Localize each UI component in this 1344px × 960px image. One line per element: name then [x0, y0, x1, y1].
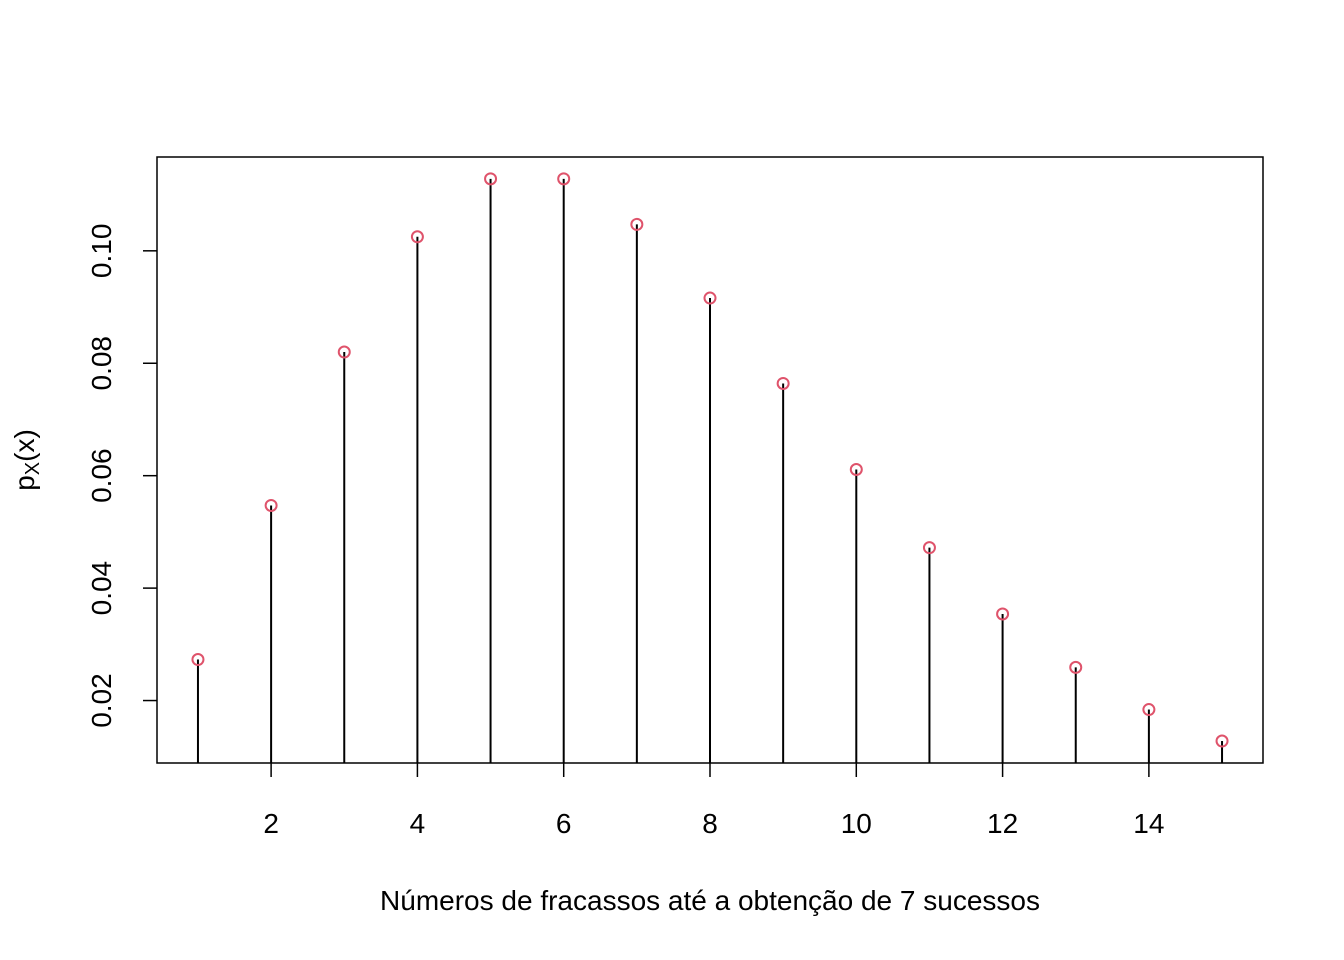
y-tick-label: 0.08 — [86, 336, 117, 391]
x-axis: 2 4 6 8 10 12 14 — [263, 763, 1164, 839]
data-point — [1069, 660, 1083, 674]
data-point — [264, 498, 278, 512]
x-tick-label: 2 — [263, 808, 279, 839]
data-point — [410, 230, 424, 244]
y-axis-label: pX(x) — [9, 429, 44, 491]
data-point — [191, 653, 205, 667]
data-point — [557, 172, 571, 186]
data-point — [630, 217, 644, 231]
stems-group — [196, 178, 1224, 763]
x-tick-label: 4 — [410, 808, 426, 839]
x-tick-label: 14 — [1133, 808, 1164, 839]
y-tick-label: 0.02 — [86, 673, 117, 728]
y-axis-label-base: p — [9, 475, 40, 491]
data-point — [1142, 703, 1156, 717]
y-axis-label-suffix: (x) — [9, 429, 40, 462]
data-point — [776, 376, 790, 390]
data-point — [703, 291, 717, 305]
y-tick-label: 0.10 — [86, 224, 117, 278]
x-tick-label: 12 — [987, 808, 1018, 839]
data-point — [484, 172, 498, 186]
data-point — [337, 345, 351, 359]
data-point — [1215, 734, 1229, 748]
x-tick-label: 10 — [841, 808, 872, 839]
y-axis: 0.02 0.04 0.06 0.08 0.10 — [86, 224, 157, 728]
data-point — [849, 463, 863, 477]
x-tick-label: 6 — [556, 808, 572, 839]
y-axis-label-subscript: X — [22, 462, 44, 475]
y-tick-label: 0.06 — [86, 448, 117, 503]
points-group — [191, 172, 1229, 748]
y-tick-label: 0.04 — [86, 561, 117, 616]
x-tick-label: 8 — [702, 808, 718, 839]
x-axis-label: Números de fracassos até a obtenção de 7… — [380, 885, 1040, 916]
data-point — [996, 607, 1010, 621]
data-point — [922, 541, 936, 555]
